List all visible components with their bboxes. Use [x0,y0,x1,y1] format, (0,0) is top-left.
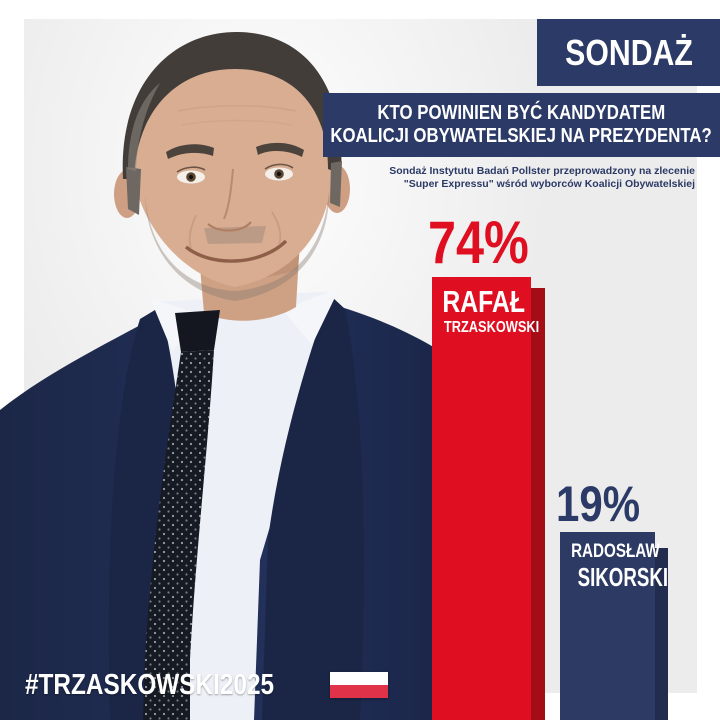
tie-knot [175,310,220,352]
eyelid-left [176,166,206,173]
source-line2: "Super Expressu" wśród wyborców Koalicji… [403,178,695,190]
tie-pattern [143,350,214,720]
sikorski-percent-label: 19% [556,476,641,532]
eyelid-right [264,163,294,170]
shirt-collar-right [283,287,340,345]
trzaskowski-percent-label: 74% [428,209,529,276]
smile-line-right [271,211,282,246]
sikorski-bar: RADOSŁAW SIKORSKI [560,532,668,720]
poll-title-box: SONDAŻ [537,19,720,86]
polish-flag [329,672,388,698]
source-line1: Sondaż Instytutu Badań Pollster przeprow… [389,165,695,177]
forehead-line [177,104,297,112]
mouth [184,239,288,263]
sideburn-left [126,167,141,215]
pupil-left [188,174,194,180]
sikorski-bar-shadow [655,548,668,720]
flag-red-stripe [329,685,388,698]
trzaskowski-bar-shadow [531,288,545,720]
trzaskowski-first-name: RAFAŁ [442,284,525,319]
jacket-lapel-right [262,295,365,720]
trzaskowski-last-name: TRZASKOWSKI [443,318,540,336]
sikorski-last-name: SIKORSKI [577,561,669,592]
eyebrow-left [166,144,214,159]
pupil-right [276,171,282,177]
trzaskowski-bar: RAFAŁ TRZASKOWSKI [432,277,539,720]
sikorski-first-name: RADOSŁAW [571,541,660,562]
smile-line-left [188,214,197,249]
eyebrow-right [256,142,304,157]
nostrils [207,221,252,232]
question-line2: KOALICJI OBYWATELSKIEJ NA PREZYDENTA? [330,125,713,147]
sideburn-right [330,161,342,207]
hair [122,31,342,179]
campaign-hashtag: #TRZASKOWSKI2025 [25,670,388,700]
poll-source-note: Sondaż Instytutu Badań Pollster przeprow… [389,165,695,191]
hashtag-text: #TRZASKOWSKI2025 [25,669,275,701]
question-box: KTO POWINIEN BYĆ KANDYDATEM KOALICJI OBY… [323,93,720,157]
hair-gray-temple [128,83,160,171]
poll-title: SONDAŻ [564,31,693,73]
forehead-line [181,119,293,126]
question-line1: KTO POWINIEN BYĆ KANDYDATEM [377,102,666,124]
flag-white-stripe [329,672,388,685]
nose [223,168,234,220]
mustache [204,226,266,244]
